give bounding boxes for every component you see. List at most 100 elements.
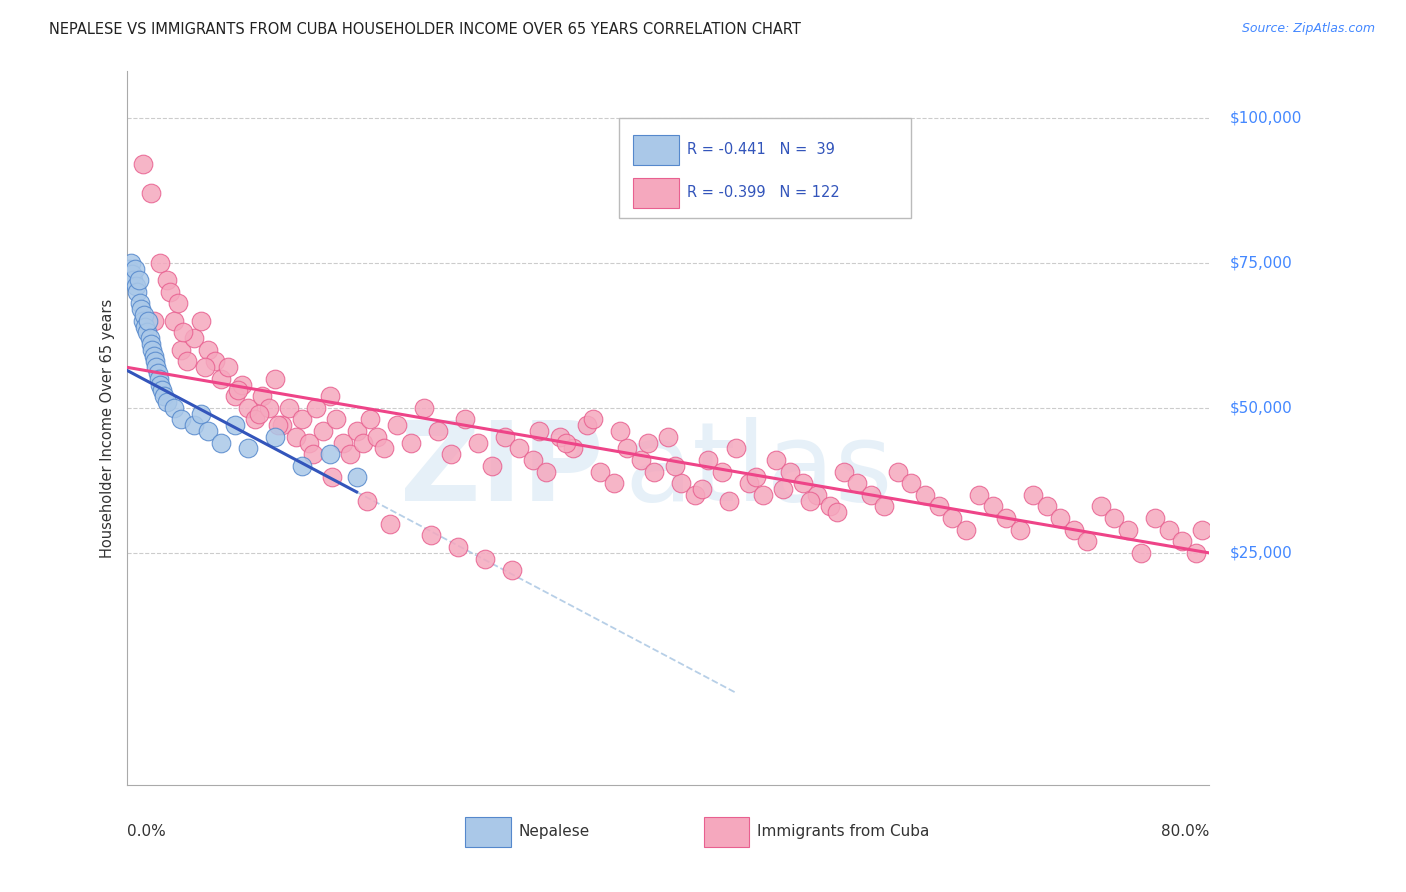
Point xyxy=(426,424,449,438)
FancyBboxPatch shape xyxy=(633,178,679,208)
Point xyxy=(128,273,150,287)
Point xyxy=(156,395,179,409)
Point xyxy=(697,453,720,467)
Point xyxy=(124,261,146,276)
Point xyxy=(799,493,821,508)
Point xyxy=(609,424,631,438)
Point xyxy=(914,488,936,502)
Point xyxy=(818,500,841,514)
Point xyxy=(1130,546,1153,560)
Point xyxy=(1104,511,1126,525)
Point xyxy=(122,273,145,287)
Text: NEPALESE VS IMMIGRANTS FROM CUBA HOUSEHOLDER INCOME OVER 65 YEARS CORRELATION CH: NEPALESE VS IMMIGRANTS FROM CUBA HOUSEHO… xyxy=(49,22,801,37)
Point xyxy=(163,401,186,415)
Point xyxy=(846,476,869,491)
Point xyxy=(183,331,205,345)
Point xyxy=(176,354,198,368)
Point xyxy=(238,442,260,456)
Text: 0.0%: 0.0% xyxy=(127,824,166,839)
Point xyxy=(745,470,768,484)
Point xyxy=(575,418,598,433)
Point xyxy=(224,418,246,433)
Point xyxy=(772,482,794,496)
Point xyxy=(352,435,374,450)
Point xyxy=(1008,523,1031,537)
Point xyxy=(413,401,436,415)
Point xyxy=(1184,546,1206,560)
Point xyxy=(120,256,142,270)
Point xyxy=(690,482,713,496)
Text: $75,000: $75,000 xyxy=(1229,255,1292,270)
Point xyxy=(135,326,157,340)
Point xyxy=(955,523,977,537)
Point xyxy=(167,296,190,310)
Point xyxy=(138,331,160,345)
Point xyxy=(139,337,162,351)
Point xyxy=(683,488,706,502)
Point xyxy=(1144,511,1167,525)
Point xyxy=(146,366,169,380)
Point xyxy=(1022,488,1045,502)
Point xyxy=(284,430,307,444)
Point xyxy=(630,453,652,467)
Point xyxy=(508,442,530,456)
Point xyxy=(148,372,170,386)
Point xyxy=(447,540,470,554)
Point xyxy=(267,418,290,433)
Text: Source: ZipAtlas.com: Source: ZipAtlas.com xyxy=(1241,22,1375,36)
Point xyxy=(495,430,517,444)
Point xyxy=(132,157,155,171)
Point xyxy=(271,418,294,433)
Point xyxy=(159,285,181,299)
Point xyxy=(928,500,950,514)
Point xyxy=(226,384,249,398)
Point xyxy=(792,476,814,491)
Text: $25,000: $25,000 xyxy=(1229,545,1292,560)
Point xyxy=(204,354,226,368)
Point xyxy=(131,302,153,317)
Text: atlas: atlas xyxy=(624,417,893,524)
Point xyxy=(318,389,340,403)
Y-axis label: Householder Income Over 65 years: Householder Income Over 65 years xyxy=(100,299,115,558)
Point xyxy=(291,412,314,426)
Point xyxy=(321,470,343,484)
Point xyxy=(243,412,266,426)
Point xyxy=(197,343,219,357)
Point xyxy=(156,273,179,287)
Point xyxy=(765,453,787,467)
Point xyxy=(582,412,605,426)
Point xyxy=(217,360,239,375)
Point xyxy=(359,412,381,426)
Point xyxy=(1076,534,1098,549)
Text: R = -0.441   N =  39: R = -0.441 N = 39 xyxy=(688,142,835,157)
Text: R = -0.399   N = 122: R = -0.399 N = 122 xyxy=(688,185,841,200)
Point xyxy=(657,430,679,444)
Point xyxy=(900,476,922,491)
Text: $50,000: $50,000 xyxy=(1229,401,1292,416)
Point xyxy=(1090,500,1112,514)
FancyBboxPatch shape xyxy=(703,817,749,847)
Point xyxy=(127,285,149,299)
Point xyxy=(141,343,163,357)
Point xyxy=(257,401,280,415)
Point xyxy=(145,360,167,375)
Point xyxy=(1063,523,1085,537)
Point xyxy=(454,412,477,426)
Point xyxy=(373,442,395,456)
Point xyxy=(149,256,172,270)
Point xyxy=(664,458,686,473)
Point xyxy=(501,563,523,577)
Point xyxy=(278,401,301,415)
Point xyxy=(121,268,143,282)
Text: 80.0%: 80.0% xyxy=(1161,824,1209,839)
Point xyxy=(548,430,571,444)
Text: $100,000: $100,000 xyxy=(1229,111,1302,125)
Point xyxy=(136,314,159,328)
Point xyxy=(995,511,1018,525)
Point xyxy=(125,279,148,293)
Point xyxy=(1191,523,1213,537)
Point xyxy=(169,412,191,426)
Point xyxy=(941,511,963,525)
Point xyxy=(555,435,578,450)
Point xyxy=(637,435,659,450)
